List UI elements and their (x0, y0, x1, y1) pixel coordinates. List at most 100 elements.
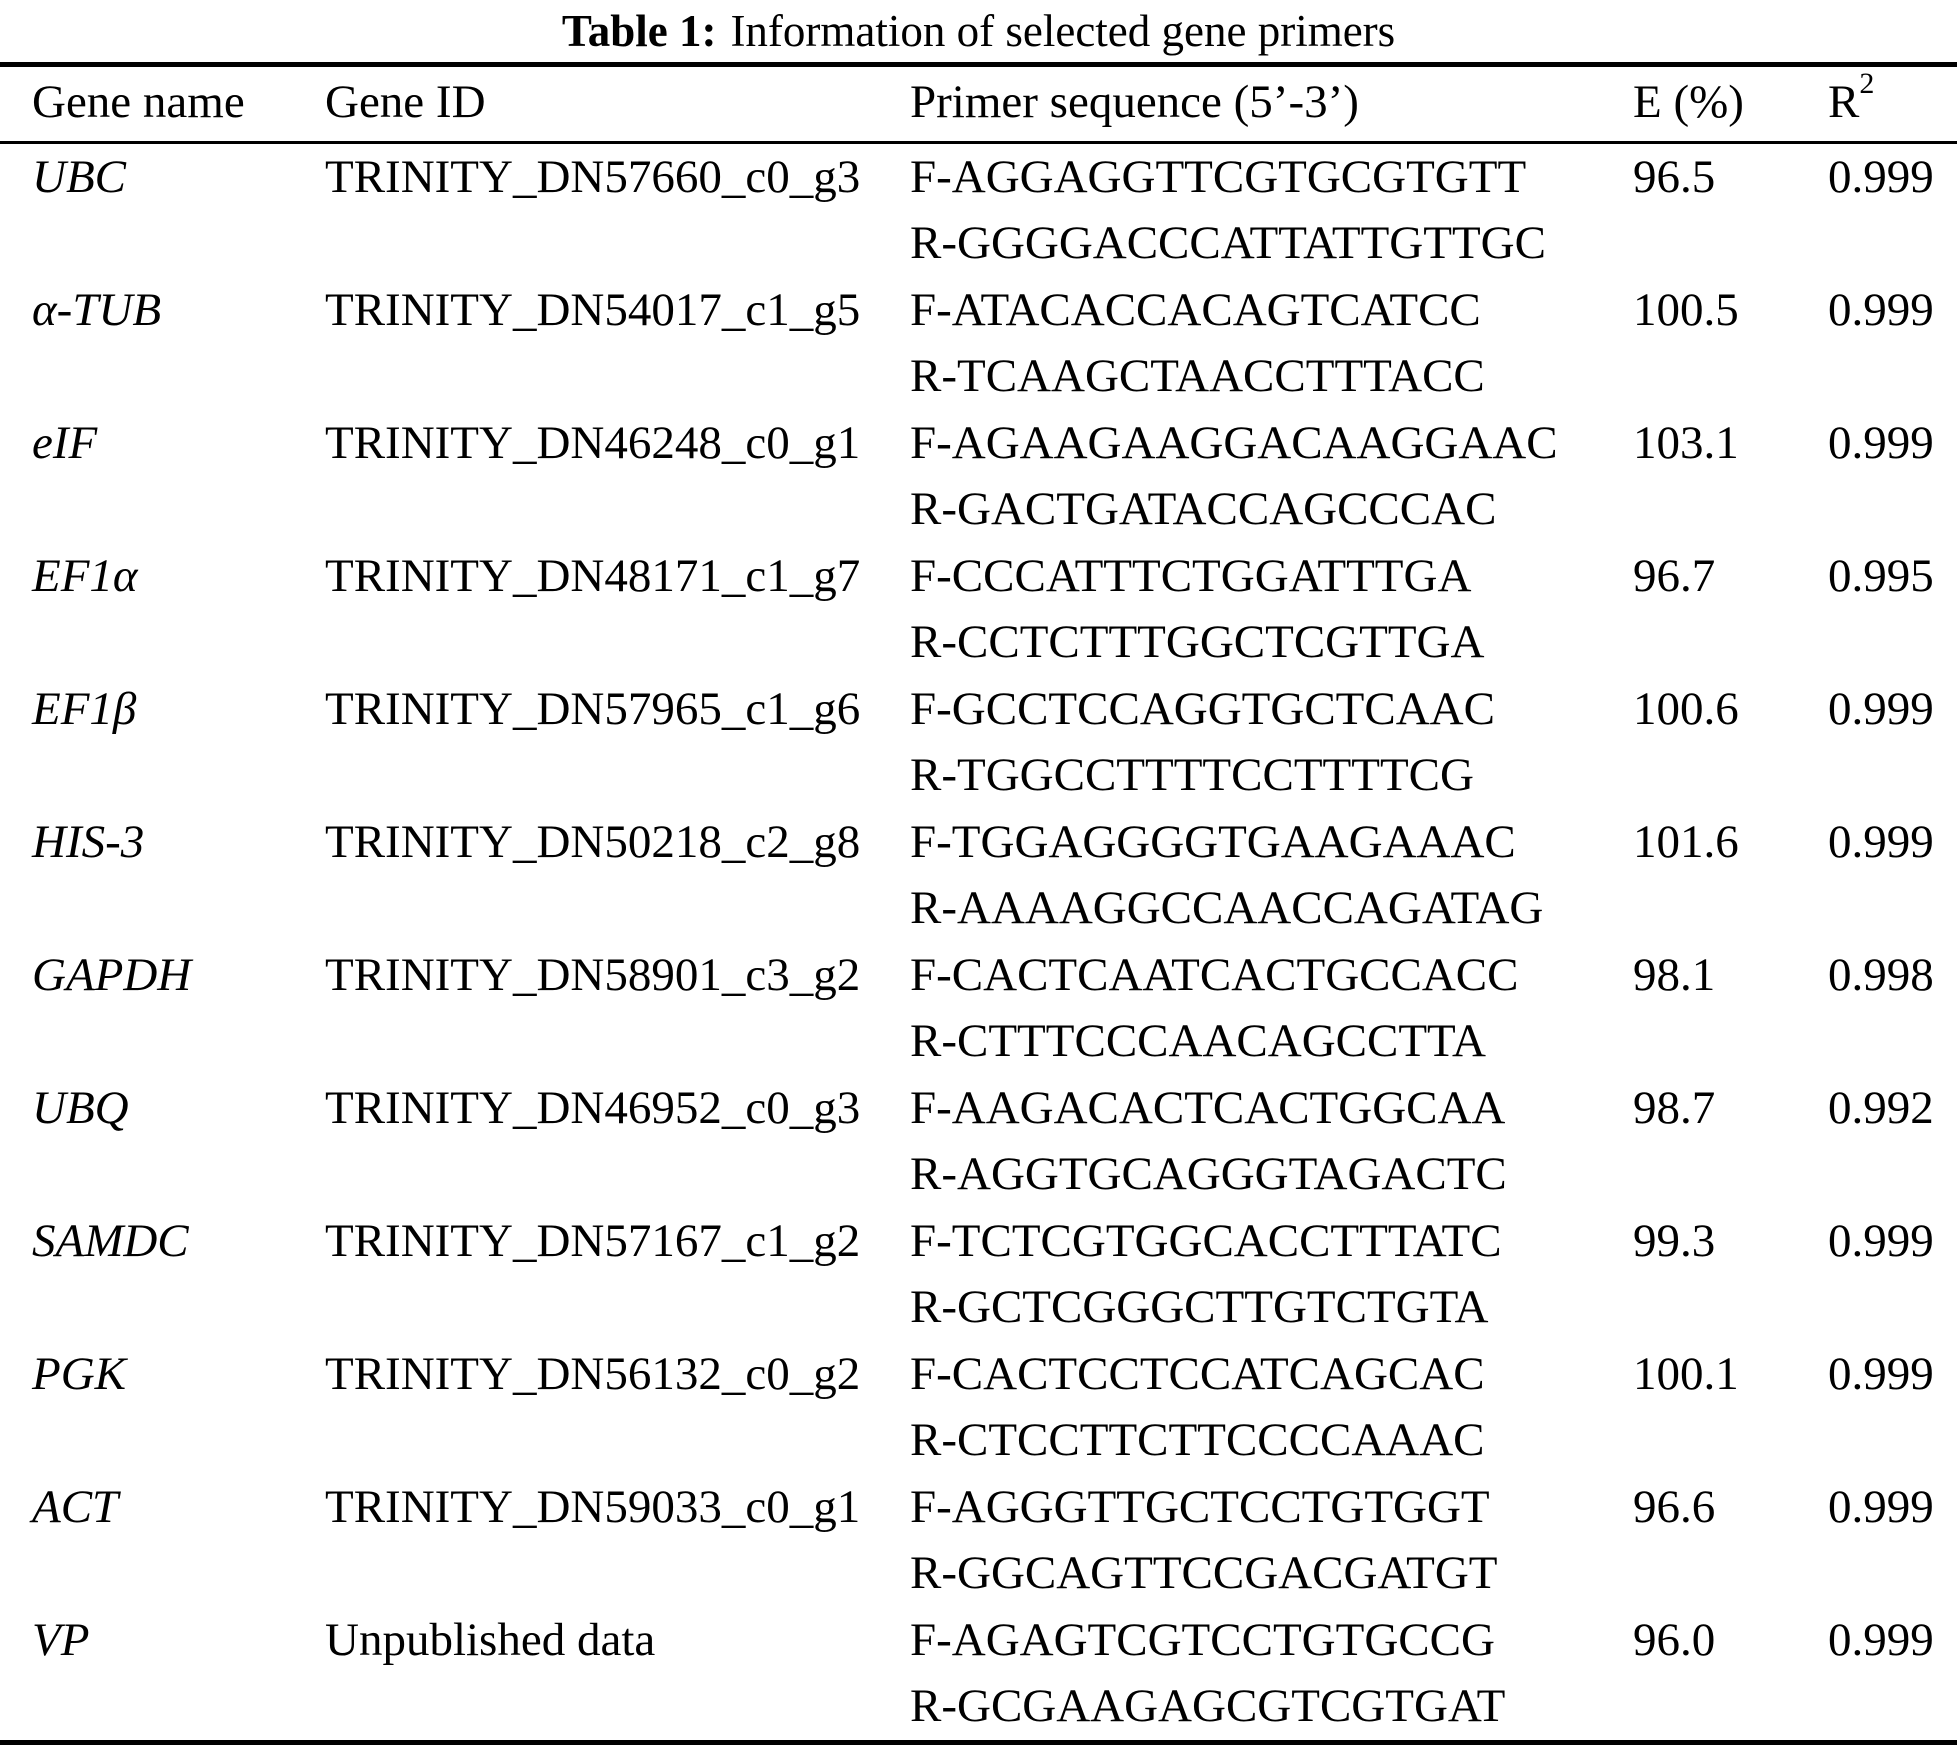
table-row: HIS-3 TRINITY_DN50218_c2_g8 F-TGGAGGGGTG… (0, 809, 1957, 942)
primer-sequence-cell: F-TCTCGTGGCACCTTTATC R-GCTCGGGCTTGTCTGTA (910, 1208, 1633, 1341)
table-row: EF1α TRINITY_DN48171_c1_g7 F-CCCATTTCTGG… (0, 543, 1957, 676)
forward-primer: F-TGGAGGGGTGAAGAAAC (910, 816, 1516, 868)
gene-name-cell: α-TUB (32, 284, 162, 336)
primer-sequence-cell: F-GCCTCCAGGTGCTCAAC R-TGGCCTTTTCCTTTTCG (910, 676, 1633, 809)
gene-name-cell: GAPDH (32, 949, 192, 1001)
forward-primer: F-AGGAGGTTCGTGCGTGTT (910, 151, 1527, 203)
gene-id-cell: TRINITY_DN46248_c0_g1 (325, 417, 861, 469)
efficiency-cell: 96.7 (1633, 550, 1716, 602)
efficiency-cell: 96.0 (1633, 1614, 1716, 1666)
primer-sequence-cell: F-ATACACCACAGTCATCC R-TCAAGCTAACCTTTACC (910, 277, 1633, 410)
reverse-primer: R-CTCCTTCTTCCCCAAAC (910, 1414, 1485, 1466)
table-caption: Table 1: Information of selected gene pri… (0, 0, 1957, 62)
table-row: GAPDH TRINITY_DN58901_c3_g2 F-CACTCAATCA… (0, 942, 1957, 1075)
forward-primer: F-AGAGTCGTCCTGTGCCG (910, 1614, 1495, 1666)
table-row: UBQ TRINITY_DN46952_c0_g3 F-AAGACACTCACT… (0, 1075, 1957, 1208)
r-squared-cell: 0.999 (1828, 683, 1934, 735)
primer-sequence-cell: F-AAGACACTCACTGGCAA R-AGGTGCAGGGTAGACTC (910, 1075, 1633, 1208)
r-squared-base: R (1828, 76, 1860, 128)
reverse-primer: R-CTTTCCCAACAGCCTTA (910, 1015, 1486, 1067)
reverse-primer: R-GCGAAGAGCGTCGTGAT (910, 1680, 1506, 1732)
efficiency-cell: 98.7 (1633, 1082, 1716, 1134)
primer-sequence-cell: F-AGGAGGTTCGTGCGTGTT R-GGGGACCCATTATTGTT… (910, 143, 1633, 278)
efficiency-cell: 100.5 (1633, 284, 1739, 336)
gene-name-cell: HIS-3 (32, 816, 145, 868)
efficiency-cell: 100.6 (1633, 683, 1739, 735)
efficiency-cell: 100.1 (1633, 1348, 1739, 1400)
gene-name-cell: EF1β (32, 683, 137, 735)
header-row: Gene name Gene ID Primer sequence (5’-3’… (0, 64, 1957, 144)
forward-primer: F-TCTCGTGGCACCTTTATC (910, 1215, 1502, 1267)
efficiency-cell: 99.3 (1633, 1215, 1716, 1267)
table-row: ACT TRINITY_DN59033_c0_g1 F-AGGGTTGCTCCT… (0, 1474, 1957, 1607)
gene-name-cell: PGK (32, 1348, 126, 1400)
r-squared-cell: 0.999 (1828, 151, 1934, 203)
gene-name-cell: EF1α (32, 550, 138, 602)
r-squared-cell: 0.999 (1828, 284, 1934, 336)
r-squared-cell: 0.995 (1828, 550, 1934, 602)
table-row: EF1β TRINITY_DN57965_c1_g6 F-GCCTCCAGGTG… (0, 676, 1957, 809)
primer-sequence-cell: F-TGGAGGGGTGAAGAAAC R-AAAAGGCCAACCAGATAG (910, 809, 1633, 942)
gene-id-cell: TRINITY_DN46952_c0_g3 (325, 1082, 861, 1134)
forward-primer: F-CACTCAATCACTGCCACC (910, 949, 1519, 1001)
reverse-primer: R-CCTCTTTGGCTCGTTGA (910, 616, 1485, 668)
r-squared-cell: 0.999 (1828, 1481, 1934, 1533)
reverse-primer: R-GGGGACCCATTATTGTTGC (910, 217, 1546, 269)
table-row: α-TUB TRINITY_DN54017_c1_g5 F-ATACACCACA… (0, 277, 1957, 410)
primer-sequence-cell: F-AGAAGAAGGACAAGGAAC R-GACTGATACCAGCCCAC (910, 410, 1633, 543)
table-row: VP Unpublished data F-AGAGTCGTCCTGTGCCG … (0, 1607, 1957, 1743)
forward-primer: F-CACTCCTCCATCAGCAC (910, 1348, 1485, 1400)
reverse-primer: R-AAAAGGCCAACCAGATAG (910, 882, 1544, 934)
reverse-primer: R-TCAAGCTAACCTTTACC (910, 350, 1485, 402)
efficiency-cell: 96.6 (1633, 1481, 1716, 1533)
gene-id-cell: TRINITY_DN57965_c1_g6 (325, 683, 861, 735)
table-row: SAMDC TRINITY_DN57167_c1_g2 F-TCTCGTGGCA… (0, 1208, 1957, 1341)
r-squared-cell: 0.999 (1828, 1215, 1934, 1267)
reverse-primer: R-TGGCCTTTTCCTTTTCG (910, 749, 1474, 801)
gene-primer-table: Gene name Gene ID Primer sequence (5’-3’… (0, 62, 1957, 1745)
forward-primer: F-AGAAGAAGGACAAGGAAC (910, 417, 1558, 469)
efficiency-cell: 101.6 (1633, 816, 1739, 868)
efficiency-cell: 103.1 (1633, 417, 1739, 469)
r-squared-cell: 0.992 (1828, 1082, 1934, 1134)
primer-sequence-cell: F-AGAGTCGTCCTGTGCCG R-GCGAAGAGCGTCGTGAT (910, 1607, 1633, 1743)
r-squared-cell: 0.999 (1828, 816, 1934, 868)
table-header: Gene name Gene ID Primer sequence (5’-3’… (0, 64, 1957, 144)
primer-sequence-cell: F-CACTCCTCCATCAGCAC R-CTCCTTCTTCCCCAAAC (910, 1341, 1633, 1474)
r-squared-cell: 0.999 (1828, 1614, 1934, 1666)
gene-name-cell: eIF (32, 417, 98, 469)
r-squared-exponent: 2 (1859, 67, 1875, 100)
header-gene-name: Gene name (0, 64, 325, 144)
header-efficiency: E (%) (1633, 64, 1828, 144)
table-row: UBC TRINITY_DN57660_c0_g3 F-AGGAGGTTCGTG… (0, 143, 1957, 278)
gene-id-cell: TRINITY_DN59033_c0_g1 (325, 1481, 861, 1533)
gene-id-cell: TRINITY_DN57167_c1_g2 (325, 1215, 861, 1267)
forward-primer: F-CCCATTTCTGGATTTGA (910, 550, 1472, 602)
table-row: eIF TRINITY_DN46248_c0_g1 F-AGAAGAAGGACA… (0, 410, 1957, 543)
header-gene-id: Gene ID (325, 64, 910, 144)
forward-primer: F-AGGGTTGCTCCTGTGGT (910, 1481, 1490, 1533)
r-squared-cell: 0.999 (1828, 1348, 1934, 1400)
gene-id-cell: TRINITY_DN56132_c0_g2 (325, 1348, 861, 1400)
reverse-primer: R-GCTCGGGCTTGTCTGTA (910, 1281, 1489, 1333)
gene-name-cell: VP (32, 1614, 90, 1666)
gene-name-cell: UBC (32, 151, 126, 203)
reverse-primer: R-AGGTGCAGGGTAGACTC (910, 1148, 1507, 1200)
reverse-primer: R-GGCAGTTCCGACGATGT (910, 1547, 1498, 1599)
efficiency-cell: 98.1 (1633, 949, 1716, 1001)
r-squared-cell: 0.998 (1828, 949, 1934, 1001)
forward-primer: F-ATACACCACAGTCATCC (910, 284, 1481, 336)
gene-id-cell: TRINITY_DN57660_c0_g3 (325, 151, 861, 203)
gene-name-cell: SAMDC (32, 1215, 189, 1267)
table-caption-label: Table 1: (561, 6, 717, 56)
r-squared-cell: 0.999 (1828, 417, 1934, 469)
forward-primer: F-AAGACACTCACTGGCAA (910, 1082, 1506, 1134)
gene-name-cell: ACT (32, 1481, 119, 1533)
header-r-squared: R2 (1828, 64, 1957, 144)
gene-id-cell: TRINITY_DN50218_c2_g8 (325, 816, 861, 868)
gene-name-cell: UBQ (32, 1082, 129, 1134)
forward-primer: F-GCCTCCAGGTGCTCAAC (910, 683, 1495, 735)
gene-id-cell: TRINITY_DN54017_c1_g5 (325, 284, 861, 336)
gene-id-cell: TRINITY_DN48171_c1_g7 (325, 550, 861, 602)
